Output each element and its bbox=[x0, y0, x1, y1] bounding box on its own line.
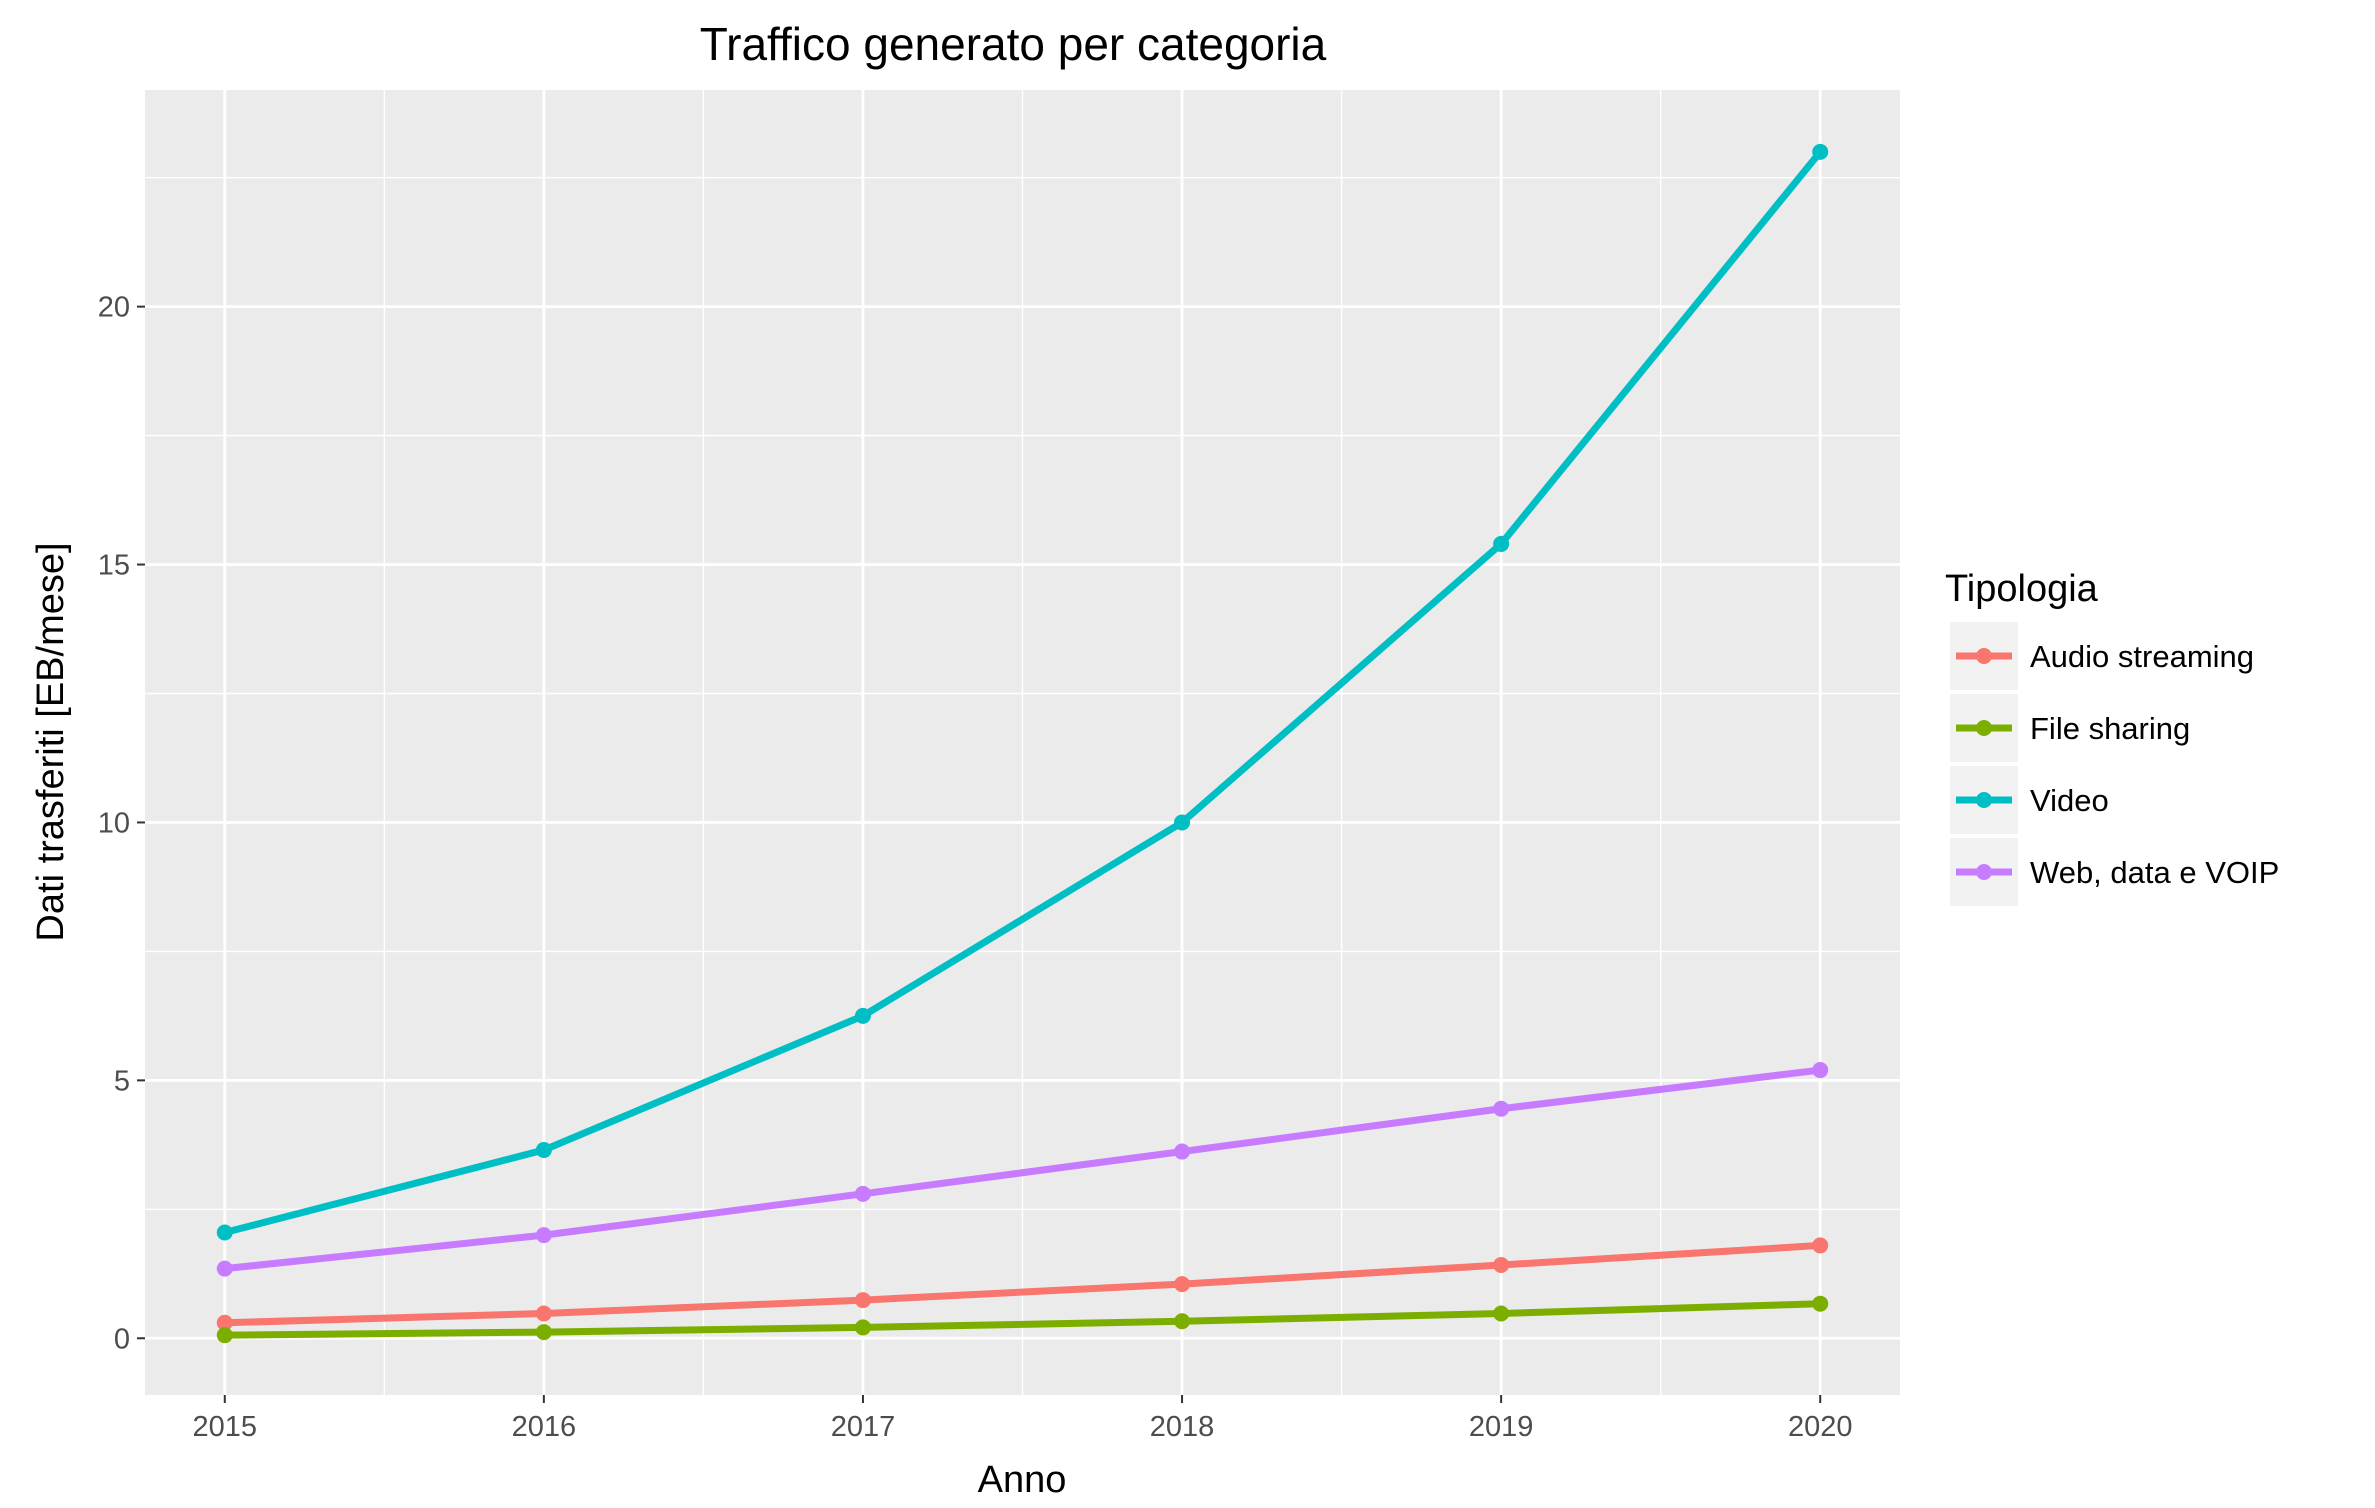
data-point-file-sharing bbox=[535, 1324, 552, 1341]
x-tick-label: 2015 bbox=[193, 1411, 258, 1443]
data-point-web-data-e-voip bbox=[535, 1227, 552, 1244]
legend-label: Video bbox=[2030, 783, 2109, 818]
data-point-file-sharing bbox=[1493, 1305, 1510, 1322]
y-tick-label: 0 bbox=[114, 1323, 130, 1355]
data-point-file-sharing bbox=[1812, 1295, 1829, 1312]
chart-title: Traffico generato per categoria bbox=[700, 18, 1327, 70]
y-axis: 0 5 10 15 20 bbox=[98, 292, 145, 1355]
legend-item-web-data-e-voip: Web, data e VOIP bbox=[1950, 838, 2279, 906]
series-layer bbox=[216, 143, 1829, 1344]
series-audio-streaming bbox=[216, 1237, 1829, 1331]
data-point-video bbox=[854, 1007, 871, 1024]
major-gridlines bbox=[145, 90, 1900, 1395]
y-axis-title: Dati trasferiti [EB/mese] bbox=[30, 542, 72, 941]
legend-key-point bbox=[1976, 720, 1992, 736]
data-point-web-data-e-voip bbox=[854, 1185, 871, 1202]
series-web-data-e-voip bbox=[216, 1062, 1829, 1277]
legend-key-point bbox=[1976, 648, 1992, 664]
data-point-web-data-e-voip bbox=[1493, 1100, 1510, 1117]
data-point-file-sharing bbox=[854, 1319, 871, 1336]
data-point-file-sharing bbox=[216, 1327, 233, 1344]
series-video bbox=[216, 143, 1829, 1241]
y-tick-label: 15 bbox=[98, 550, 130, 582]
legend-label: Web, data e VOIP bbox=[2030, 855, 2279, 890]
series-line-audio-streaming bbox=[224, 1241, 1821, 1327]
series-line-web-data-e-voip bbox=[224, 1066, 1821, 1273]
data-point-audio-streaming bbox=[535, 1305, 552, 1322]
y-tick-label: 20 bbox=[98, 292, 130, 324]
data-point-web-data-e-voip bbox=[1812, 1062, 1829, 1079]
x-tick-label: 2018 bbox=[1150, 1411, 1215, 1443]
data-point-audio-streaming bbox=[854, 1292, 871, 1309]
data-point-video bbox=[216, 1224, 233, 1241]
y-tick-label: 5 bbox=[114, 1065, 130, 1097]
data-point-audio-streaming bbox=[1493, 1257, 1510, 1274]
legend-label: Audio streaming bbox=[2030, 639, 2254, 674]
data-point-audio-streaming bbox=[216, 1314, 233, 1331]
x-tick-label: 2016 bbox=[512, 1411, 577, 1443]
legend-title: Tipologia bbox=[1945, 568, 2099, 610]
x-tick-label: 2020 bbox=[1788, 1411, 1853, 1443]
x-tick-label: 2019 bbox=[1469, 1411, 1534, 1443]
data-point-audio-streaming bbox=[1812, 1237, 1829, 1254]
x-tick-label: 2017 bbox=[831, 1411, 896, 1443]
legend-key-point bbox=[1976, 864, 1992, 880]
legend-key-point bbox=[1976, 792, 1992, 808]
series-line-video bbox=[223, 149, 1823, 1236]
data-point-video bbox=[1174, 814, 1191, 831]
legend: Tipologia Audio streaming File sharing Vid… bbox=[1945, 568, 2279, 906]
legend-label: File sharing bbox=[2030, 711, 2190, 746]
data-point-web-data-e-voip bbox=[216, 1260, 233, 1277]
data-point-video bbox=[1493, 535, 1510, 552]
data-point-audio-streaming bbox=[1174, 1276, 1191, 1293]
series-line-file-sharing bbox=[224, 1300, 1821, 1339]
data-point-file-sharing bbox=[1174, 1313, 1191, 1330]
x-axis: 2015 2016 2017 2018 2019 2020 bbox=[193, 1395, 1853, 1443]
legend-item-file-sharing: File sharing bbox=[1950, 694, 2190, 762]
y-tick-label: 10 bbox=[98, 807, 130, 839]
data-point-web-data-e-voip bbox=[1174, 1143, 1191, 1160]
legend-item-video: Video bbox=[1950, 766, 2109, 834]
data-point-video bbox=[535, 1141, 552, 1158]
x-axis-title: Anno bbox=[978, 1459, 1067, 1501]
legend-item-audio-streaming: Audio streaming bbox=[1950, 622, 2254, 690]
series-file-sharing bbox=[216, 1295, 1829, 1344]
data-point-video bbox=[1812, 143, 1829, 160]
